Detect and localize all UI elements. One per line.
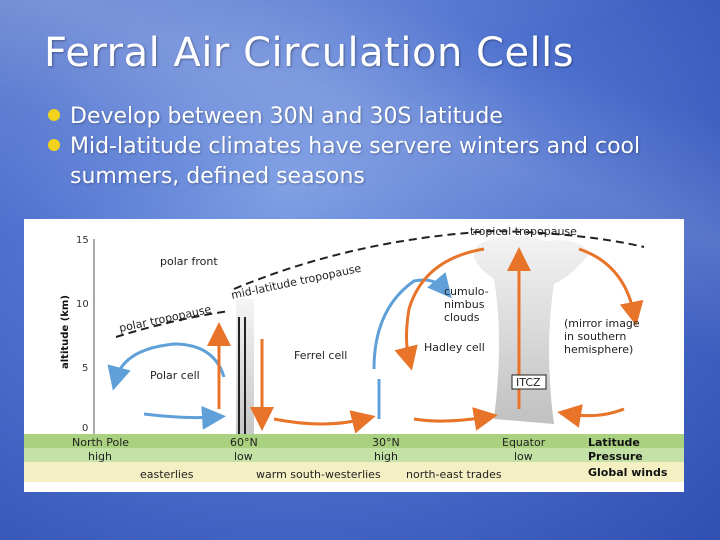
- wind-label: warm south-westerlies: [256, 468, 381, 481]
- ferrel-cell-label: Ferrel cell: [294, 349, 347, 362]
- pressure-label: low: [234, 450, 253, 463]
- row-legend-latitude: Latitude: [588, 436, 640, 449]
- ferrel-cell-arrow: [273, 410, 376, 434]
- winds-band: [24, 462, 684, 482]
- cumulonimbus-label: nimbus: [444, 298, 485, 311]
- pressure-band: [24, 448, 684, 462]
- bullet-list: Develop between 30N and 30S latitude Mid…: [48, 102, 688, 192]
- polar-cell-arrow: [107, 342, 226, 391]
- southern-hadley-arrow: [557, 404, 625, 428]
- cumulonimbus-cloud: [474, 235, 589, 424]
- pressure-label: high: [88, 450, 112, 463]
- polar-tropopause-label: polar tropopause: [118, 303, 213, 335]
- latitude-label: Equator: [502, 436, 546, 449]
- wind-label: north-east trades: [406, 468, 502, 481]
- bullet-text: Mid-latitude climates have servere winte…: [70, 134, 641, 189]
- bullet-dot-icon: [48, 139, 60, 151]
- polar-tropopause-line: [115, 310, 230, 338]
- row-legend-winds: Global winds: [588, 466, 668, 479]
- cumulonimbus-label: cumulo-: [444, 285, 489, 298]
- polar-front-label: polar front: [160, 255, 218, 268]
- altitude-tick: 5: [82, 363, 88, 374]
- bullet-dot-icon: [48, 109, 60, 121]
- altitude-tick: 15: [76, 235, 89, 246]
- latitude-label: 60°N: [230, 436, 258, 449]
- mirror-note: in southern: [564, 330, 626, 343]
- itcz-box: [511, 374, 547, 390]
- tropical-tropopause-label: tropical tropopause: [470, 225, 577, 238]
- latitude-label: North Pole: [72, 436, 129, 449]
- mirror-note: (mirror image: [564, 317, 640, 330]
- hadley-cell-arrow: [413, 407, 498, 431]
- altitude-axis-label: altitude (km): [60, 295, 71, 369]
- hadley-cell-label: Hadley cell: [424, 341, 485, 354]
- pressure-label: low: [514, 450, 533, 463]
- itcz-label: ITCZ: [516, 376, 541, 389]
- bullet-item: Develop between 30N and 30S latitude: [48, 102, 688, 132]
- latitude-band: [24, 434, 684, 448]
- cumulonimbus-label: clouds: [444, 311, 480, 324]
- row-legend-pressure: Pressure: [588, 450, 643, 463]
- pressure-label: high: [374, 450, 398, 463]
- slide-title: Ferral Air Circulation Cells: [44, 30, 575, 76]
- circulation-diagram-svg: 15 10 5 0 altitude (km) tropical tropopa…: [24, 225, 684, 482]
- wind-label: easterlies: [140, 468, 194, 481]
- altitude-tick: 10: [76, 299, 89, 310]
- altitude-tick: 0: [82, 423, 88, 434]
- bullet-text: Develop between 30N and 30S latitude: [70, 104, 503, 129]
- mirror-note: hemisphere): [564, 343, 633, 356]
- southern-hadley-arrow: [578, 247, 644, 326]
- bullet-item: Mid-latitude climates have servere winte…: [48, 132, 688, 192]
- polar-cell-arrow: [143, 405, 226, 430]
- ferrel-cell-arrow: [372, 272, 452, 370]
- latitude-label: 30°N: [372, 436, 400, 449]
- circulation-diagram: 15 10 5 0 altitude (km) tropical tropopa…: [24, 219, 684, 492]
- hadley-cell-arrow: [394, 247, 485, 371]
- polar-cell-label: Polar cell: [150, 369, 200, 382]
- tropical-tropopause-line: [233, 229, 645, 290]
